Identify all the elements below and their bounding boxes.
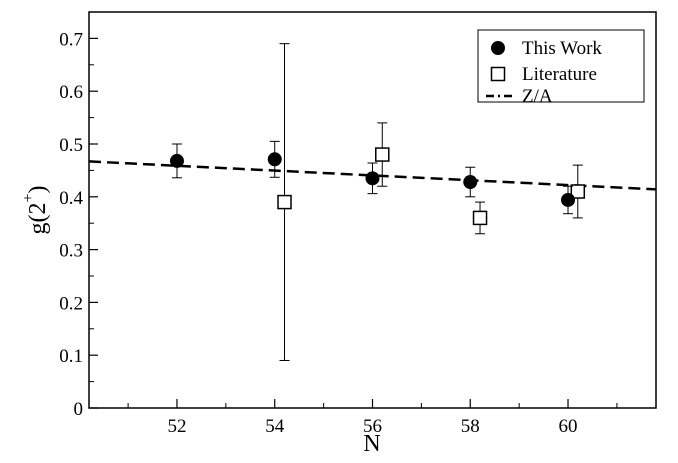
y-tick-label: 0.6 [59, 82, 83, 103]
this-work-point [463, 175, 478, 190]
y-tick-label: 0 [74, 399, 84, 420]
x-tick-label: 52 [167, 416, 186, 437]
legend-label-this-work: This Work [522, 38, 602, 59]
y-axis-title-main: g(2 [25, 203, 51, 235]
x-tick-label: 60 [559, 416, 578, 437]
legend: This Work Literature Z/A [477, 29, 645, 107]
x-tick-label: 54 [265, 416, 285, 437]
this-work-point [561, 192, 576, 207]
x-axis-title: N [363, 431, 380, 457]
legend-label-literature: Literature [522, 64, 597, 85]
y-axis: 0 0.1 0.2 0.3 0.4 0.5 0.6 0.7 [59, 11, 98, 420]
literature-point [472, 210, 488, 226]
za-line [88, 160, 657, 191]
series-layer [88, 43, 657, 361]
y-tick-label: 0.4 [59, 188, 83, 209]
this-work-point [365, 171, 380, 186]
this-work-point [267, 152, 282, 167]
y-axis-title-sup: + [20, 193, 37, 202]
literature-point [375, 147, 390, 162]
literature-point [277, 194, 292, 210]
y-tick-label: 0.3 [59, 241, 83, 262]
legend-marker-this-work [491, 41, 505, 55]
legend-marker-literature [490, 66, 506, 82]
legend-box [477, 29, 645, 103]
y-tick-label: 0.5 [59, 135, 83, 156]
y-tick-label: 0.7 [59, 29, 83, 50]
literature-point [570, 184, 586, 199]
x-tick-label: 58 [461, 416, 480, 437]
y-tick-label: 0.2 [59, 293, 83, 314]
this-work-point [169, 153, 184, 168]
y-axis-title-close: ) [25, 185, 51, 193]
y-tick-label: 0.1 [59, 346, 83, 367]
x-axis: 52 54 56 58 60 [127, 399, 618, 437]
y-axis-title: g(2+) [20, 185, 51, 234]
x-tick-label: 56 [363, 416, 382, 437]
legend-label-za: Z/A [522, 86, 553, 107]
